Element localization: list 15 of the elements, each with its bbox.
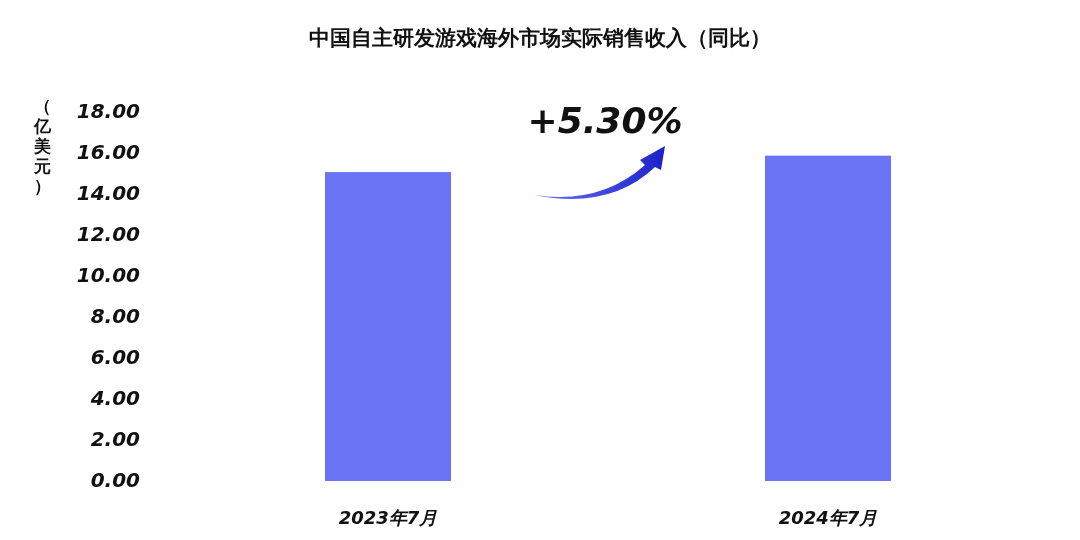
y-tick-label: 0.00 — [90, 467, 141, 492]
annotation: +5.30% — [527, 100, 683, 141]
y-tick-label: 18.00 — [76, 98, 141, 123]
y-tick-label: 16.00 — [76, 139, 141, 164]
y-tick-label: 10.00 — [76, 262, 141, 287]
y-tick-label: 6.00 — [90, 344, 141, 369]
x-tick-label: 2024年7月 — [778, 507, 878, 528]
x-tick-label: 2023年7月 — [338, 507, 438, 528]
y-tick-label: 2.00 — [90, 426, 141, 451]
y-tick-label: 8.00 — [90, 303, 141, 328]
y-tick-label: 12.00 — [76, 221, 141, 246]
y-tick-label: 4.00 — [89, 385, 141, 410]
y-tick-label: 14.00 — [76, 180, 141, 205]
chart-title: 中国自主研发游戏海外市场实际销售收入（同比） — [309, 26, 771, 50]
y-axis-title: （亿美元） — [32, 96, 52, 196]
